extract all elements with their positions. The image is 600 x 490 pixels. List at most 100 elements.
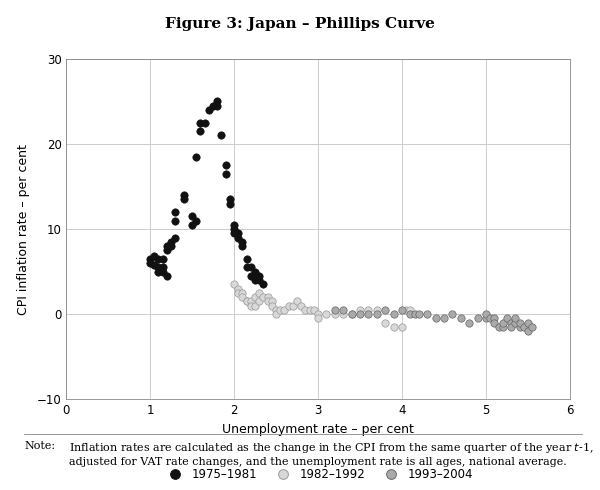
1975–1981 bbox=[162, 242, 172, 250]
1982–1992 bbox=[309, 306, 319, 314]
1993–2004 bbox=[527, 323, 537, 331]
1982–1992 bbox=[347, 310, 356, 318]
1982–1992 bbox=[406, 306, 415, 314]
1982–1992 bbox=[301, 306, 310, 314]
1993–2004 bbox=[506, 323, 516, 331]
1993–2004 bbox=[485, 315, 495, 322]
1993–2004 bbox=[448, 310, 457, 318]
1982–1992 bbox=[271, 306, 281, 314]
1982–1992 bbox=[238, 293, 247, 301]
1982–1992 bbox=[284, 302, 293, 310]
1982–1992 bbox=[229, 280, 239, 288]
1975–1981 bbox=[254, 276, 264, 284]
1982–1992 bbox=[313, 310, 323, 318]
1975–1981 bbox=[154, 264, 163, 271]
1993–2004 bbox=[347, 310, 356, 318]
1993–2004 bbox=[481, 315, 491, 322]
1982–1992 bbox=[338, 310, 348, 318]
Text: Figure 3: Japan – Phillips Curve: Figure 3: Japan – Phillips Curve bbox=[165, 17, 435, 31]
1993–2004 bbox=[330, 306, 340, 314]
1993–2004 bbox=[506, 319, 516, 327]
1975–1981 bbox=[229, 229, 239, 237]
1975–1981 bbox=[250, 276, 260, 284]
1975–1981 bbox=[217, 131, 226, 139]
1993–2004 bbox=[422, 310, 432, 318]
1982–1992 bbox=[288, 302, 298, 310]
1975–1981 bbox=[154, 268, 163, 275]
1975–1981 bbox=[204, 106, 214, 114]
1975–1981 bbox=[196, 127, 205, 135]
1982–1992 bbox=[259, 293, 268, 301]
1993–2004 bbox=[464, 319, 474, 327]
1993–2004 bbox=[338, 306, 348, 314]
1975–1981 bbox=[225, 199, 235, 207]
1993–2004 bbox=[490, 315, 499, 322]
1982–1992 bbox=[364, 306, 373, 314]
1975–1981 bbox=[179, 196, 188, 203]
1975–1981 bbox=[238, 242, 247, 250]
1982–1992 bbox=[322, 310, 331, 318]
1993–2004 bbox=[519, 323, 529, 331]
1982–1992 bbox=[238, 289, 247, 297]
1975–1981 bbox=[212, 102, 222, 110]
1982–1992 bbox=[372, 306, 382, 314]
1982–1992 bbox=[313, 315, 323, 322]
1993–2004 bbox=[523, 319, 533, 327]
1975–1981 bbox=[191, 153, 201, 161]
1975–1981 bbox=[187, 221, 197, 229]
1982–1992 bbox=[250, 302, 260, 310]
1993–2004 bbox=[364, 310, 373, 318]
1982–1992 bbox=[380, 319, 390, 327]
1993–2004 bbox=[414, 310, 424, 318]
1982–1992 bbox=[254, 297, 264, 305]
1993–2004 bbox=[380, 306, 390, 314]
1982–1992 bbox=[397, 323, 407, 331]
1982–1992 bbox=[246, 297, 256, 305]
1975–1981 bbox=[145, 259, 155, 267]
1975–1981 bbox=[170, 234, 180, 242]
Text: Note:: Note: bbox=[24, 441, 55, 451]
1975–1981 bbox=[162, 246, 172, 254]
Text: Inflation rates are calculated as the change in the CPI from the same quarter of: Inflation rates are calculated as the ch… bbox=[69, 441, 593, 466]
1982–1992 bbox=[275, 306, 285, 314]
1993–2004 bbox=[515, 319, 524, 327]
1975–1981 bbox=[187, 212, 197, 220]
1975–1981 bbox=[233, 234, 243, 242]
1982–1992 bbox=[292, 297, 302, 305]
1982–1992 bbox=[401, 306, 411, 314]
1975–1981 bbox=[166, 242, 176, 250]
1982–1992 bbox=[242, 297, 251, 305]
1982–1992 bbox=[233, 285, 243, 293]
1993–2004 bbox=[439, 315, 449, 322]
1975–1981 bbox=[158, 255, 167, 263]
1982–1992 bbox=[267, 297, 277, 305]
1975–1981 bbox=[154, 255, 163, 263]
1975–1981 bbox=[200, 119, 209, 126]
1975–1981 bbox=[221, 161, 230, 169]
1975–1981 bbox=[149, 261, 159, 269]
1975–1981 bbox=[254, 272, 264, 280]
1975–1981 bbox=[196, 119, 205, 126]
1975–1981 bbox=[170, 217, 180, 224]
1975–1981 bbox=[145, 255, 155, 263]
1993–2004 bbox=[523, 327, 533, 335]
Y-axis label: CPI inflation rate – per cent: CPI inflation rate – per cent bbox=[17, 144, 30, 315]
1975–1981 bbox=[242, 264, 251, 271]
1975–1981 bbox=[149, 252, 159, 260]
1975–1981 bbox=[170, 208, 180, 216]
1993–2004 bbox=[410, 310, 419, 318]
1993–2004 bbox=[511, 315, 520, 322]
1975–1981 bbox=[208, 102, 218, 110]
1982–1992 bbox=[250, 293, 260, 301]
1982–1992 bbox=[389, 323, 398, 331]
1975–1981 bbox=[158, 268, 167, 275]
1982–1992 bbox=[271, 310, 281, 318]
1993–2004 bbox=[473, 315, 482, 322]
1975–1981 bbox=[179, 191, 188, 199]
1982–1992 bbox=[254, 289, 264, 297]
1975–1981 bbox=[229, 225, 239, 233]
1975–1981 bbox=[259, 280, 268, 288]
1975–1981 bbox=[158, 264, 167, 271]
1993–2004 bbox=[406, 310, 415, 318]
1975–1981 bbox=[221, 170, 230, 178]
